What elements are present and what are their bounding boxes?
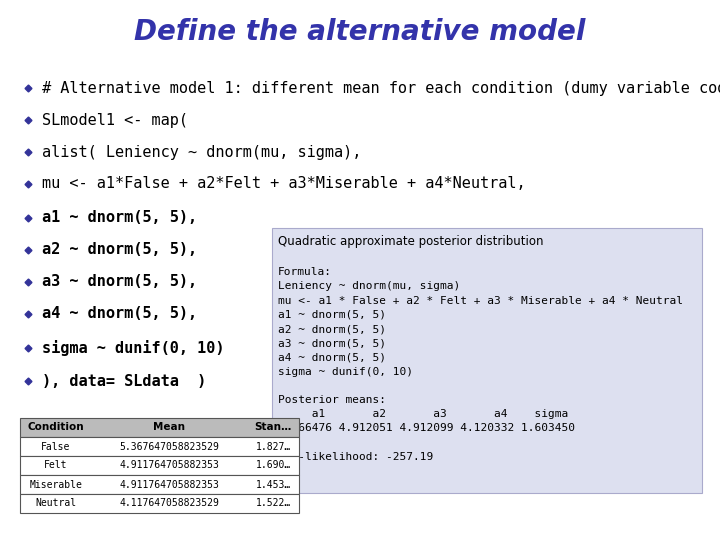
Text: Quadratic approximate posterior distribution: Quadratic approximate posterior distribu… <box>278 235 544 248</box>
Text: a2 ~ dnorm(5, 5),: a2 ~ dnorm(5, 5), <box>42 242 197 258</box>
Text: 4.911764705882353: 4.911764705882353 <box>120 480 220 489</box>
Text: Mean: Mean <box>153 422 186 433</box>
Text: sigma ~ dunif(0, 10): sigma ~ dunif(0, 10) <box>278 367 413 376</box>
Text: a1       a2       a3       a4    sigma: a1 a2 a3 a4 sigma <box>278 409 568 419</box>
Bar <box>20 418 299 437</box>
Text: a3 ~ dnorm(5, 5): a3 ~ dnorm(5, 5) <box>278 338 386 348</box>
Text: mu <- a1 * False + a2 * Felt + a3 * Miserable + a4 * Neutral: mu <- a1 * False + a2 * Felt + a3 * Mise… <box>278 295 683 306</box>
Text: Posterior means:: Posterior means: <box>278 395 386 405</box>
Bar <box>20 456 299 475</box>
Text: a1 ~ dnorm(5, 5),: a1 ~ dnorm(5, 5), <box>42 211 197 226</box>
Text: Stan…: Stan… <box>254 422 292 433</box>
Text: Miserable: Miserable <box>30 480 82 489</box>
Text: >: > <box>278 466 284 476</box>
Text: 1.522…: 1.522… <box>256 498 291 509</box>
Text: 4.117647058823529: 4.117647058823529 <box>120 498 220 509</box>
Bar <box>20 494 299 513</box>
Text: 1.453…: 1.453… <box>256 480 291 489</box>
Text: a4 ~ dnorm(5, 5): a4 ~ dnorm(5, 5) <box>278 353 386 362</box>
Text: a3 ~ dnorm(5, 5),: a3 ~ dnorm(5, 5), <box>42 274 197 289</box>
Text: sigma ~ dunif(0, 10): sigma ~ dunif(0, 10) <box>42 340 225 356</box>
Text: ), data= SLdata  ): ), data= SLdata ) <box>42 374 206 388</box>
Text: a4 ~ dnorm(5, 5),: a4 ~ dnorm(5, 5), <box>42 307 197 321</box>
FancyBboxPatch shape <box>272 228 702 493</box>
Text: a2 ~ dnorm(5, 5): a2 ~ dnorm(5, 5) <box>278 324 386 334</box>
Text: 1.690…: 1.690… <box>256 461 291 470</box>
Bar <box>20 475 299 494</box>
Text: Define the alternative model: Define the alternative model <box>135 18 585 46</box>
Text: SLmodel1 <- map(: SLmodel1 <- map( <box>42 112 188 127</box>
Text: 5.367647058823529: 5.367647058823529 <box>120 442 220 451</box>
Text: Formula:: Formula: <box>278 267 332 277</box>
Text: 5.366476 4.912051 4.912099 4.120332 1.603450: 5.366476 4.912051 4.912099 4.120332 1.60… <box>278 423 575 434</box>
Text: Condition: Condition <box>27 422 84 433</box>
Text: mu <- a1*False + a2*Felt + a3*Miserable + a4*Neutral,: mu <- a1*False + a2*Felt + a3*Miserable … <box>42 177 526 192</box>
Text: a1 ~ dnorm(5, 5): a1 ~ dnorm(5, 5) <box>278 310 386 320</box>
Text: Log-likelihood: -257.19: Log-likelihood: -257.19 <box>278 452 433 462</box>
Text: # Alternative model 1: different mean for each condition (dumy variable coding): # Alternative model 1: different mean fo… <box>42 80 720 96</box>
Text: 4.911764705882353: 4.911764705882353 <box>120 461 220 470</box>
Text: 1.827…: 1.827… <box>256 442 291 451</box>
Text: alist( Leniency ~ dnorm(mu, sigma),: alist( Leniency ~ dnorm(mu, sigma), <box>42 145 361 159</box>
Text: False: False <box>41 442 71 451</box>
Bar <box>20 437 299 456</box>
Text: Felt: Felt <box>44 461 68 470</box>
Text: Neutral: Neutral <box>35 498 76 509</box>
Text: Leniency ~ dnorm(mu, sigma): Leniency ~ dnorm(mu, sigma) <box>278 281 460 292</box>
